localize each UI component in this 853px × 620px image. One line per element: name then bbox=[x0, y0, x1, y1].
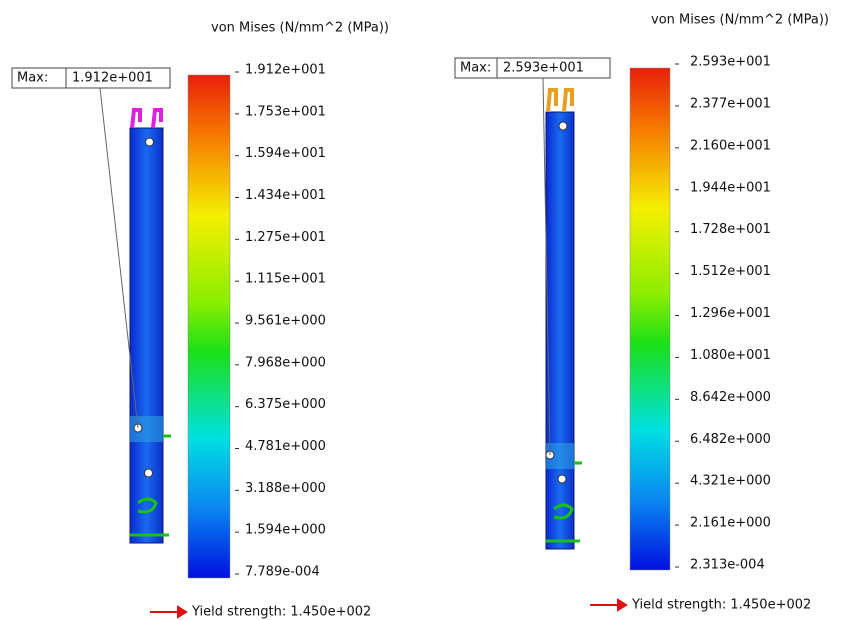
plot-title: von Mises (N/mm^2 (MPa)) bbox=[211, 21, 389, 36]
yield-arrow bbox=[150, 607, 186, 617]
scale-label: 6.482e+000 bbox=[690, 432, 771, 447]
color-bar bbox=[188, 75, 230, 578]
scale-label: 1.115e+001 bbox=[245, 272, 326, 287]
scale-label: 7.789e-004 bbox=[245, 565, 320, 580]
scale-label: 1.434e+001 bbox=[245, 188, 326, 203]
color-bar bbox=[630, 68, 670, 570]
beam-hole bbox=[558, 475, 566, 483]
scale-label: 1.912e+001 bbox=[245, 63, 326, 78]
scale-label: 1.296e+001 bbox=[690, 306, 771, 321]
scale-label: 7.968e+000 bbox=[245, 355, 326, 370]
beam-model bbox=[546, 112, 574, 549]
scale-label: 3.188e+000 bbox=[245, 481, 326, 496]
scale-label: 1.512e+001 bbox=[690, 264, 771, 279]
max-label: Max: bbox=[460, 61, 491, 76]
scale-label: 1.728e+001 bbox=[690, 222, 771, 237]
scale-label: 2.161e+000 bbox=[690, 516, 771, 531]
yield-arrow bbox=[590, 600, 626, 610]
scale-label: 8.642e+000 bbox=[690, 390, 771, 405]
beam-hole bbox=[145, 469, 153, 477]
scale-label: 4.781e+000 bbox=[245, 439, 326, 454]
yield-strength: Yield strength: 1.450e+002 bbox=[631, 598, 811, 613]
scale-label: 2.593e+001 bbox=[690, 55, 771, 70]
scale-label: 1.275e+001 bbox=[245, 230, 326, 245]
scale-label: 2.160e+001 bbox=[690, 138, 771, 153]
max-label: Max: bbox=[17, 71, 48, 86]
scale-label: 1.594e+000 bbox=[245, 523, 326, 538]
yield-strength: Yield strength: 1.450e+002 bbox=[191, 605, 371, 620]
scale-label: 1.594e+001 bbox=[245, 146, 326, 161]
beam-top-fixture bbox=[548, 90, 572, 112]
max-value: 2.593e+001 bbox=[503, 61, 584, 76]
max-value: 1.912e+001 bbox=[72, 71, 153, 86]
beam-top-fixture bbox=[132, 110, 161, 128]
scale-label: 2.313e-004 bbox=[690, 558, 765, 573]
scale-label: 2.377e+001 bbox=[690, 96, 771, 111]
plot-title: von Mises (N/mm^2 (MPa)) bbox=[651, 13, 829, 28]
beam-hole bbox=[559, 122, 567, 130]
beam-hole bbox=[146, 138, 154, 146]
stress-plots: von Mises (N/mm^2 (MPa)) Max: 1.912e+001 1.… bbox=[0, 0, 853, 620]
scale-label: 9.561e+000 bbox=[245, 314, 326, 329]
scale-label: 6.375e+000 bbox=[245, 397, 326, 412]
scale-label: 4.321e+000 bbox=[690, 474, 771, 489]
beam-model bbox=[130, 128, 163, 543]
scale-label: 1.080e+001 bbox=[690, 348, 771, 363]
scale-label: 1.944e+001 bbox=[690, 180, 771, 195]
scale-label: 1.753e+001 bbox=[245, 104, 326, 119]
